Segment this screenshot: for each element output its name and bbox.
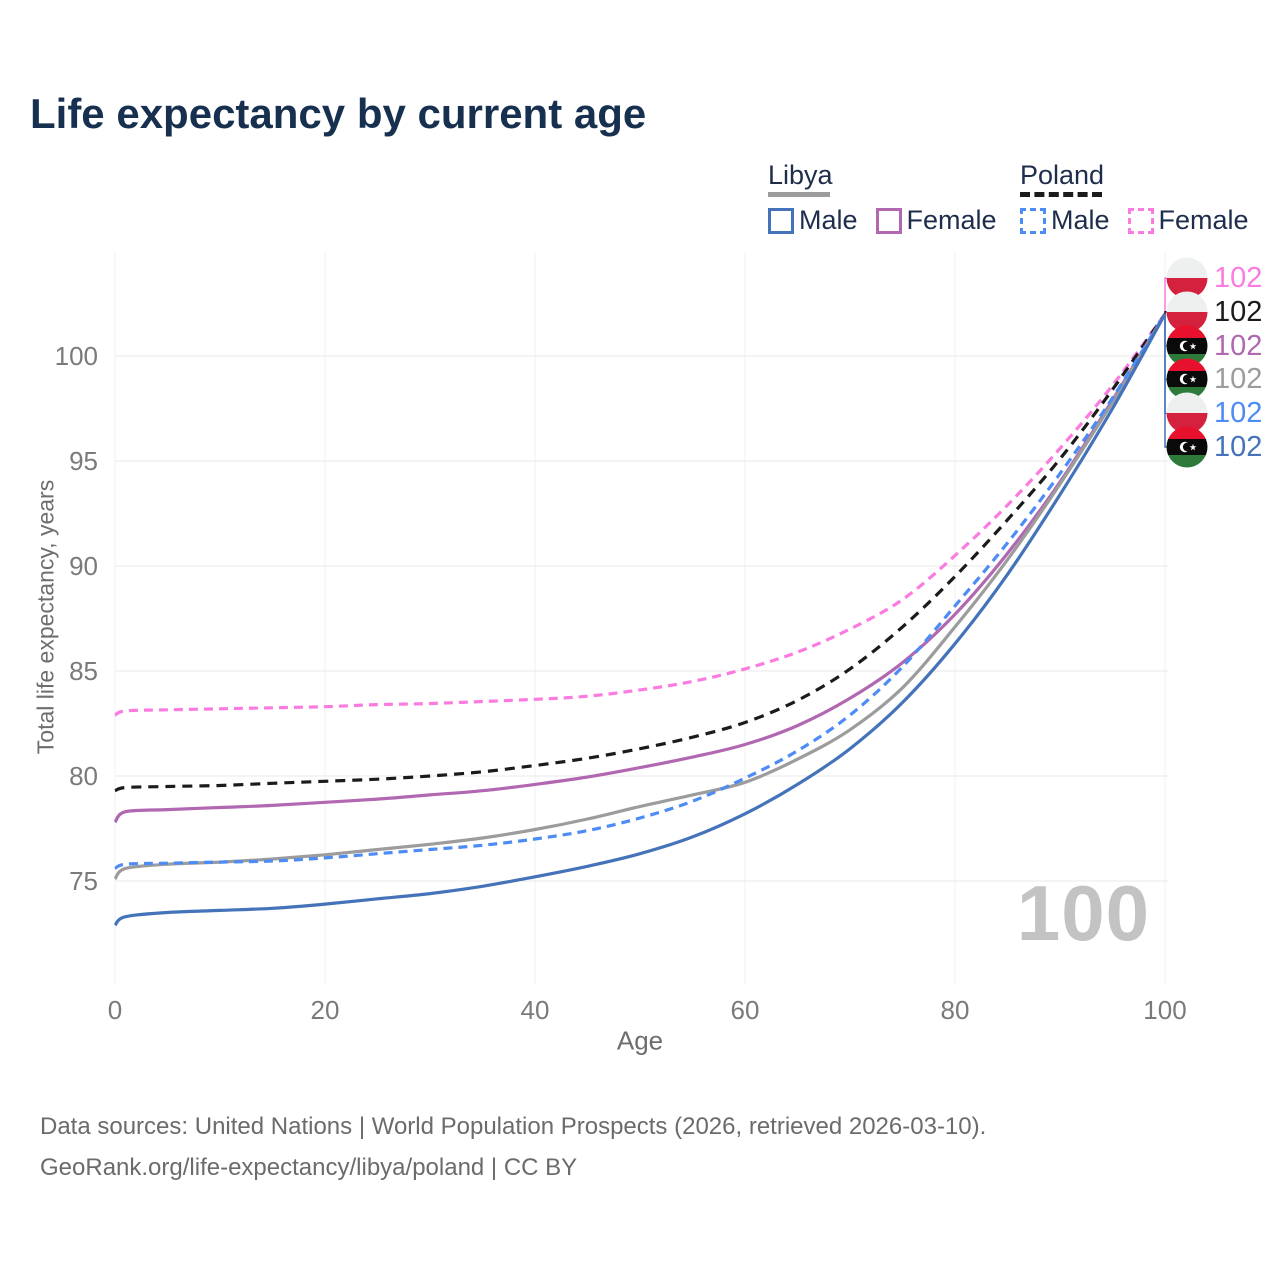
legend-label-poland-female: Female xyxy=(1158,205,1249,235)
legend-swatch-libya-male xyxy=(768,207,794,234)
footer: Data sources: United Nations | World Pop… xyxy=(40,1106,986,1188)
legend-item-poland-male[interactable]: Male xyxy=(1020,205,1110,236)
y-axis-title: Total life expectancy, years xyxy=(32,479,59,755)
legend-label-poland-male: Male xyxy=(1051,205,1110,235)
series-line-libya-female[interactable] xyxy=(113,313,1167,824)
legend-label-libya-female: Female xyxy=(906,205,997,235)
footer-attribution-line: GeoRank.org/life-expectancy/libya/poland… xyxy=(40,1154,578,1181)
y-tick-label-100: 100 xyxy=(55,341,98,371)
x-tick-label-0: 0 xyxy=(108,995,122,1025)
age-watermark: 100 xyxy=(1016,869,1150,957)
legend-country-libya[interactable]: Libya xyxy=(768,160,833,190)
page-title: Life expectancy by current age xyxy=(30,90,647,137)
legend-underline-libya xyxy=(768,192,830,197)
x-tick-label-60: 60 xyxy=(731,995,760,1025)
legend-group-poland: Poland Male Female xyxy=(1020,160,1267,236)
legend-swatch-libya-female xyxy=(875,207,902,234)
y-tick-label-80: 80 xyxy=(69,761,98,791)
y-tick-label-95: 95 xyxy=(69,446,98,476)
series-line-poland-female[interactable] xyxy=(114,313,1167,717)
x-tick-label-40: 40 xyxy=(521,995,550,1025)
x-tick-label-80: 80 xyxy=(941,995,970,1025)
end-label-connector-libya-male xyxy=(1164,314,1169,448)
footer-sources-line: Data sources: United Nations | World Pop… xyxy=(40,1113,987,1140)
series-line-libya-total[interactable] xyxy=(113,313,1167,881)
x-tick-label-20: 20 xyxy=(311,995,340,1025)
legend-country-poland[interactable]: Poland xyxy=(1020,160,1105,190)
legend-label-libya-male: Male xyxy=(799,205,858,235)
y-tick-label-85: 85 xyxy=(69,656,98,686)
series-line-poland-male[interactable] xyxy=(114,313,1167,870)
end-label-connector-poland-female xyxy=(1164,277,1169,314)
legend-swatch-poland-female xyxy=(1127,207,1154,234)
x-axis-title: Age xyxy=(616,1025,664,1056)
end-label-connector-poland-total xyxy=(1164,311,1169,314)
y-tick-label-75: 75 xyxy=(69,866,98,896)
legend-item-libya-female[interactable]: Female xyxy=(875,205,997,236)
legend-group-libya: Libya Male Female xyxy=(768,160,1015,236)
legend-swatch-poland-male xyxy=(1020,207,1046,234)
y-tick-label-90: 90 xyxy=(69,551,98,581)
legend-underline-poland xyxy=(1020,192,1102,197)
series-line-libya-male[interactable] xyxy=(113,313,1167,927)
legend-item-poland-female[interactable]: Female xyxy=(1127,205,1249,236)
series-line-poland-total[interactable] xyxy=(114,313,1167,793)
legend-item-libya-male[interactable]: Male xyxy=(768,205,858,236)
x-tick-label-100: 100 xyxy=(1143,995,1186,1025)
